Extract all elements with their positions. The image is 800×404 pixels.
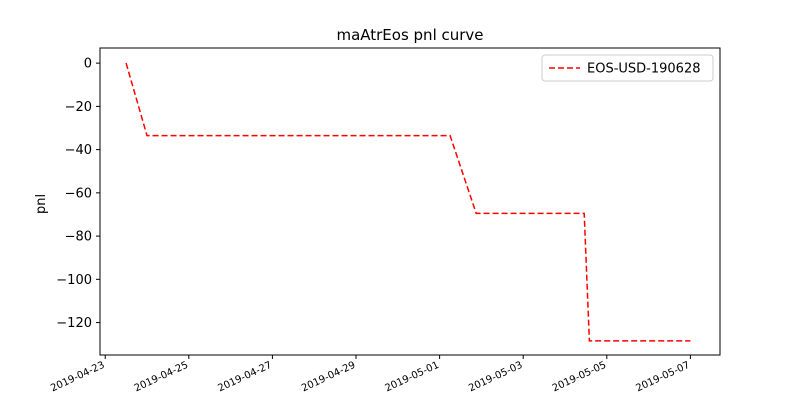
plot-area	[99, 47, 721, 356]
y-tick-label: 0	[84, 57, 92, 72]
series-line-eos	[125, 62, 691, 342]
y-tick-label: −120	[56, 316, 92, 331]
legend-box	[541, 54, 714, 82]
y-tick-label: −20	[65, 100, 92, 115]
chart-title: maAtrEos pnl curve	[336, 26, 483, 44]
y-tick-label: −60	[65, 186, 92, 201]
y-tick-label: −40	[65, 143, 92, 158]
y-axis-label: pnl	[34, 194, 49, 214]
legend: EOS-USD-190628	[541, 54, 714, 82]
series-layer	[125, 62, 691, 342]
plot-frame	[99, 47, 721, 356]
y-axis: 0 −20 −40 −60 −80 −100 −120	[56, 57, 100, 331]
y-tick-label: −80	[65, 230, 92, 245]
legend-label-eos: EOS-USD-190628	[587, 62, 700, 77]
y-tick-label: −100	[56, 273, 92, 288]
